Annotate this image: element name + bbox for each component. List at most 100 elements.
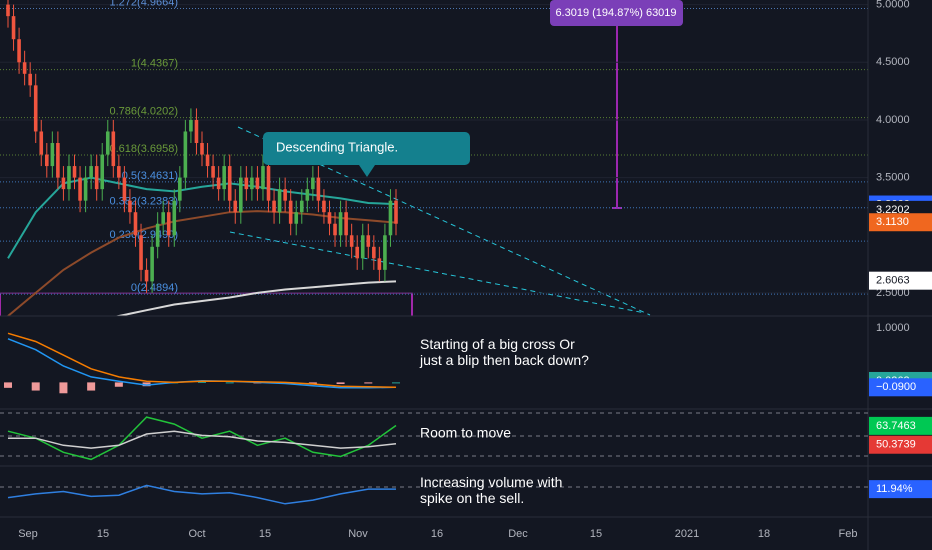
candle-body (94, 166, 99, 190)
candle-body (128, 200, 132, 213)
candle-body (239, 177, 243, 213)
histogram-bar (364, 382, 373, 384)
candle-body (61, 177, 66, 190)
callout (263, 132, 470, 177)
candle-body (255, 177, 260, 190)
triangle-lower (229, 231, 646, 314)
candle-body (294, 212, 299, 224)
candle-body (17, 39, 21, 63)
candle-body (388, 200, 393, 236)
price-tag (869, 435, 932, 454)
y-tick-label: 4.5000 (876, 56, 910, 68)
candle-body (139, 235, 143, 270)
candle-body (244, 177, 249, 190)
candle-body (28, 73, 32, 86)
candle-body (200, 143, 204, 155)
candle-body (6, 4, 10, 17)
indicator-line (8, 430, 397, 449)
candle-body (83, 177, 88, 201)
candle-body (261, 166, 265, 190)
candle-body (89, 166, 93, 178)
price-tag (869, 213, 932, 232)
histogram-bar (198, 381, 206, 383)
histogram-bar (308, 382, 317, 385)
price-tag-label: 50.3739 (876, 439, 916, 451)
candle-body (216, 177, 221, 190)
y-tick-label: 3.5000 (876, 172, 910, 184)
candle-body (277, 189, 282, 213)
candle-body (189, 119, 193, 132)
candle-body (338, 212, 343, 236)
x-tick-label: Feb (839, 528, 858, 540)
candle-body (355, 246, 359, 259)
measure-box (550, 0, 683, 26)
candle-body (78, 177, 82, 201)
candle-body (333, 223, 337, 236)
histogram-bar (59, 382, 68, 394)
y-tick-label: 2.5000 (876, 287, 910, 299)
price-tag-label: 2.6063 (876, 275, 910, 287)
measure-text: 6.3019 (194.87%) 63019 (555, 7, 676, 19)
candle-body (283, 189, 287, 201)
candle-body (366, 235, 371, 247)
candle-body (150, 246, 154, 282)
x-tick-label: 15 (590, 528, 602, 540)
candle-body (305, 189, 310, 201)
x-tick-label: 18 (758, 528, 770, 540)
candle-body (272, 200, 276, 213)
fib-label: 0(2.4894) (131, 282, 178, 294)
candle-body (372, 246, 376, 259)
candle-body (233, 200, 238, 213)
candle-body (133, 212, 138, 236)
candle-body (100, 154, 105, 190)
candle-body (111, 131, 116, 167)
price-tag-label: 63.7463 (876, 420, 916, 432)
histogram-bar (225, 382, 234, 384)
x-tick-label: Nov (348, 528, 368, 540)
histogram-bar (31, 382, 40, 391)
candle-body (322, 200, 326, 213)
candle-body (383, 235, 387, 270)
candle-body (178, 177, 182, 201)
candle-body (205, 154, 210, 167)
indicator-line (7, 176, 397, 259)
candle-body (360, 235, 365, 259)
indicator-line (7, 484, 396, 505)
candle-body (344, 212, 348, 236)
rsi-note: Room to move (420, 425, 511, 441)
candle-body (67, 166, 71, 190)
price-tag (869, 271, 932, 290)
histogram-bar (336, 382, 345, 385)
candle-body (33, 85, 38, 132)
x-tick-label: Oct (188, 528, 205, 540)
candle-body (377, 258, 382, 270)
candle-body (183, 131, 188, 178)
x-tick-label: 15 (259, 528, 271, 540)
histogram-bar (142, 382, 151, 387)
candle-body (155, 223, 160, 247)
histogram-bar (114, 382, 123, 387)
indicator-line (114, 280, 397, 316)
candle-body (316, 177, 321, 201)
candle-body (105, 131, 110, 155)
volume-note: Increasing volume with spike on the sell. (420, 474, 562, 506)
candle-body (299, 200, 304, 213)
candle-body (172, 200, 177, 236)
price-tag (869, 480, 932, 499)
price-tag-label: 11.94% (876, 483, 913, 495)
candle-body (266, 166, 271, 201)
price-tag-label: 3.2202 (876, 204, 910, 216)
fib-label: 1(4.4367) (131, 57, 178, 69)
candle-body (50, 143, 55, 167)
fib-label: 0.786(4.0202) (110, 106, 179, 118)
indicator-line (7, 210, 397, 316)
histogram-bar (87, 382, 96, 391)
x-tick-label: Sep (18, 528, 38, 540)
candle-body (194, 119, 199, 144)
overlay: Descending Triangle. 6.3019 (194.87%) 63… (263, 0, 683, 177)
fib-label: 0.236(2.9490) (110, 229, 179, 241)
candle-body (211, 166, 215, 178)
candle-body (39, 131, 44, 155)
y-tick-label: 1.0000 (876, 322, 910, 334)
